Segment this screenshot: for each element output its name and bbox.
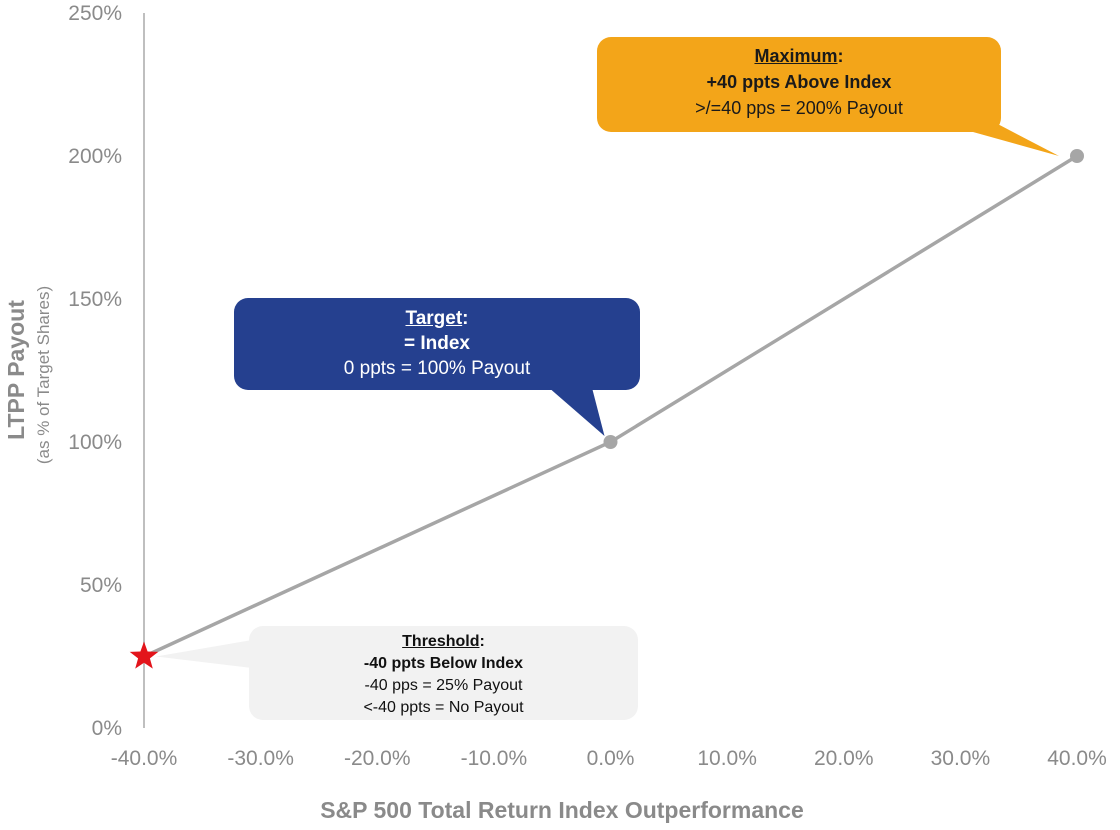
threshold-callout-detail-1: -40 pps = 25% Payout xyxy=(364,677,523,694)
target-callout-pointer xyxy=(540,380,605,436)
threshold-star-marker xyxy=(129,641,159,669)
x-tick-label: 10.0% xyxy=(697,747,757,770)
x-tick-label: 0.0% xyxy=(587,747,635,770)
y-axis-label: LTPP Payout xyxy=(3,300,29,440)
x-tick-label: 20.0% xyxy=(814,747,874,770)
x-tick-label: 40.0% xyxy=(1047,747,1107,770)
target-callout-title: Target xyxy=(405,308,463,329)
y-axis-sublabel: (as % of Target Shares) xyxy=(34,286,53,464)
maximum-callout-colon: : xyxy=(837,46,844,66)
y-tick-label: 200% xyxy=(68,145,122,168)
data-point-marker xyxy=(603,435,618,449)
threshold-callout-headline: -40 ppts Below Index xyxy=(363,655,524,672)
x-tick-label: 30.0% xyxy=(931,747,991,770)
threshold-callout-pointer xyxy=(156,640,252,668)
x-axis-label: S&P 500 Total Return Index Outperformanc… xyxy=(320,797,804,823)
y-tick-label: 150% xyxy=(68,288,122,311)
maximum-callout-detail: >/=40 pps = 200% Payout xyxy=(695,98,903,118)
maximum-callout: Maximum: +40 ppts Above Index >/=40 pps … xyxy=(597,37,1001,132)
maximum-callout-headline: +40 ppts Above Index xyxy=(706,72,892,92)
threshold-callout-detail-2: <-40 ppts = No Payout xyxy=(363,699,524,716)
x-tick-label: -40.0% xyxy=(111,747,178,770)
y-tick-label: 0% xyxy=(92,717,122,740)
data-point-marker xyxy=(1070,149,1084,163)
x-tick-label: -10.0% xyxy=(461,747,528,770)
x-tick-label: -20.0% xyxy=(344,747,411,770)
x-tick-label: -30.0% xyxy=(227,747,294,770)
maximum-callout-title: Maximum xyxy=(754,46,838,66)
target-callout: Target: = Index 0 ppts = 100% Payout xyxy=(234,298,640,390)
target-callout-detail: 0 ppts = 100% Payout xyxy=(343,358,531,379)
y-tick-label: 50% xyxy=(80,574,122,597)
y-tick-label: 250% xyxy=(68,2,122,25)
target-callout-headline: = Index xyxy=(404,333,470,354)
threshold-callout-colon: : xyxy=(479,633,485,650)
y-tick-label: 100% xyxy=(68,431,122,454)
threshold-callout-title: Threshold xyxy=(402,633,480,650)
target-callout-colon: : xyxy=(462,308,469,329)
threshold-callout: Threshold: -40 ppts Below Index -40 pps … xyxy=(249,626,638,720)
payout-line xyxy=(143,154,1078,659)
